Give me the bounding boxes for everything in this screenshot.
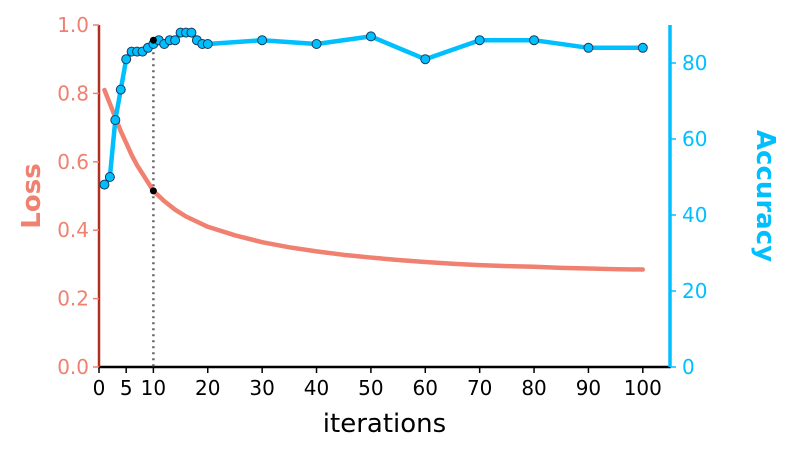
right-y-tick-label: 40 (682, 203, 707, 227)
chart-ticks: 0 5 10 20 30 40 50 60 70 80 90 1000.00.20.40.60.81.… (57, 13, 707, 400)
x-tick-label: 80 (521, 376, 546, 400)
accuracy-point (99, 179, 110, 190)
accuracy-point (311, 39, 322, 49)
left-y-tick-label: 0.4 (57, 218, 89, 242)
right-y-tick-label: 60 (682, 127, 707, 151)
right-y-tick-label: 0 (682, 355, 695, 379)
x-tick-label: 5 (120, 376, 133, 400)
accuracy-point (186, 27, 197, 38)
left-y-tick-label: 0.6 (57, 150, 89, 174)
x-tick-label: 40 (304, 376, 329, 400)
x-tick-label: 30 (249, 376, 274, 400)
accuracy-point (257, 35, 268, 46)
accuracy-point (202, 39, 213, 49)
left-y-tick-label: 1.0 (57, 13, 89, 37)
accuracy-point (115, 84, 126, 95)
right-y-tick-label: 20 (682, 279, 707, 303)
chart-axes (97, 25, 672, 369)
accuracy-point (110, 115, 121, 125)
left-y-axis-title: Loss (17, 163, 47, 228)
highlight-point (149, 36, 157, 44)
accuracy-line (102, 30, 646, 187)
accuracy-point (104, 172, 115, 182)
accuracy-point (170, 35, 181, 46)
x-axis-title: iterations (323, 409, 446, 439)
accuracy-point (121, 54, 132, 65)
right-y-tick-label: 80 (682, 51, 707, 75)
accuracy-point (365, 31, 376, 42)
accuracy-point (474, 35, 485, 46)
accuracy-point (420, 54, 431, 65)
right-y-axis-title: Accuracy (750, 130, 780, 262)
x-tick-label: 10 (141, 376, 166, 400)
chart-series (99, 27, 648, 367)
accuracy-point (529, 35, 540, 46)
x-tick-label: 20 (195, 376, 220, 400)
left-y-tick-label: 0.0 (57, 355, 89, 379)
x-tick-label: 60 (413, 376, 438, 400)
left-y-tick-label: 0.2 (57, 287, 89, 311)
accuracy-point (583, 42, 594, 53)
accuracy-point (637, 42, 648, 53)
x-tick-label: 100 (624, 376, 662, 400)
highlight-point (149, 187, 157, 195)
x-tick-label: 90 (576, 376, 601, 400)
x-tick-label: 0 (93, 376, 106, 400)
loss-line (102, 87, 646, 272)
x-tick-label: 70 (467, 376, 492, 400)
left-y-tick-label: 0.8 (57, 81, 89, 105)
x-tick-label: 50 (358, 376, 383, 400)
